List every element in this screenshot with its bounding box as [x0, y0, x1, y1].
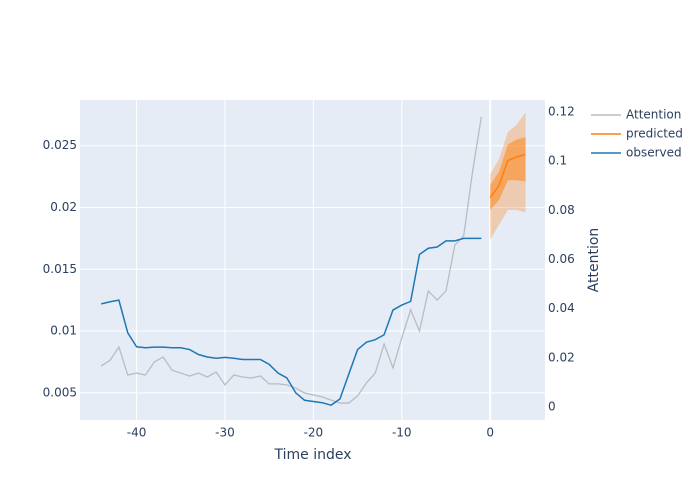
y2-tick-label: 0.1: [548, 154, 567, 168]
legend-label: predicted: [626, 127, 683, 141]
y-tick-label: 0.02: [50, 200, 77, 214]
confidence-band: [490, 137, 526, 210]
x-tick-label: 0: [486, 426, 494, 440]
y2-tick-label: 0: [548, 399, 556, 413]
plot-area: [80, 100, 545, 420]
y2-tick-label: 0.04: [548, 301, 575, 315]
legend-label: Attention: [626, 108, 681, 122]
y2-tick-label: 0.06: [548, 252, 575, 266]
legend-label: observed: [626, 146, 682, 160]
x-axis-title: Time index: [273, 447, 351, 463]
y2-axis-title: Attention: [586, 228, 602, 293]
x-tick-label: -20: [304, 426, 324, 440]
x-tick-label: -10: [392, 426, 412, 440]
y2-tick-label: 0.12: [548, 105, 575, 119]
y2-tick-label: 0.08: [548, 203, 575, 217]
y2-tick-label: 0.02: [548, 350, 575, 364]
x-tick-label: -30: [215, 426, 235, 440]
y-tick-label: 0.005: [43, 385, 77, 399]
x-tick-label: -40: [127, 426, 147, 440]
y-tick-label: 0.015: [43, 262, 77, 276]
line: [489, 153, 526, 199]
y-tick-label: 0.025: [43, 138, 77, 152]
y-tick-label: 0.01: [50, 324, 77, 338]
line: [101, 237, 482, 406]
